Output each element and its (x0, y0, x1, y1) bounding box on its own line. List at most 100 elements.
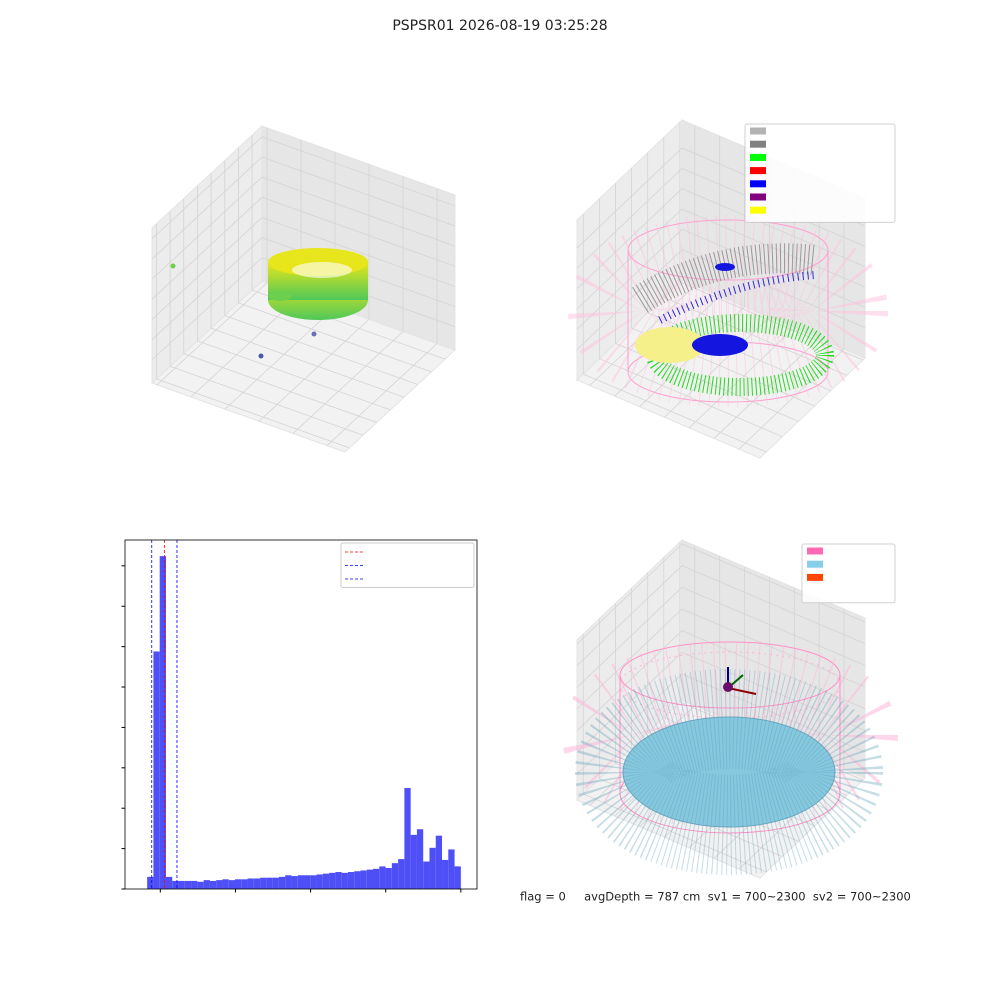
grid-line (681, 208, 866, 288)
legend-box (744, 123, 896, 223)
legend-swatch (807, 547, 823, 555)
grid-line (210, 327, 405, 398)
grid-line (681, 651, 866, 731)
symmetric-points (635, 327, 705, 363)
histogram-bar (216, 880, 223, 889)
histogram-bar (272, 877, 279, 889)
histogram-bar (285, 875, 292, 889)
grid-line (576, 168, 683, 269)
histogram-bar (366, 869, 374, 889)
rice-surface (646, 314, 834, 396)
histogram-bar (197, 881, 204, 889)
histogram-bar (172, 880, 179, 889)
grid-line (583, 793, 767, 873)
grid-line (261, 156, 456, 227)
plot-frame (124, 539, 478, 890)
histogram-bar (291, 876, 298, 889)
grid-line (197, 340, 391, 411)
histogram-bar (454, 866, 461, 889)
status-line: flag = 0 avgDepth = 787 cm sv1 = 700~230… (520, 890, 911, 904)
histogram-bar (304, 875, 311, 889)
rice-mesh (575, 669, 883, 875)
histogram-bar (147, 876, 154, 889)
grid-line (156, 378, 350, 449)
outlier (170, 263, 176, 269)
histogram-bar (379, 866, 386, 889)
grid-line (576, 652, 683, 753)
grid-line (151, 156, 263, 260)
grid-line (599, 358, 783, 438)
histogram-bar (404, 788, 411, 889)
grid-line (261, 136, 456, 207)
histogram-bar (266, 877, 273, 889)
rice-simulation (622, 716, 836, 828)
text-layer: PSPSR01 2026-08-19 03:25:28 flag = 0 avg… (392, 18, 911, 904)
histogram-bar (247, 878, 254, 889)
grid-line (681, 543, 866, 623)
noise (658, 271, 816, 324)
grid-line (238, 302, 432, 373)
histogram-bar (153, 651, 160, 889)
outlier (311, 331, 317, 337)
histogram-bar (322, 873, 330, 889)
grid-line (576, 249, 683, 350)
histogram-bar (423, 861, 430, 889)
grid-line (576, 673, 683, 775)
histogram-bar (391, 863, 399, 889)
inner-wall (632, 243, 817, 313)
histogram-bar (159, 556, 166, 889)
legend-swatch (807, 560, 823, 568)
grid-line (681, 673, 866, 753)
legend-swatch (750, 167, 766, 175)
histogram-bar (416, 829, 424, 889)
grid-line (169, 365, 364, 436)
center-marker (723, 682, 733, 692)
histogram-bar (360, 870, 367, 889)
histogram-bar (373, 868, 380, 889)
histogram-bar (341, 872, 348, 889)
legend-swatch (750, 127, 766, 135)
legend-swatch (750, 206, 766, 214)
histogram-bar (278, 876, 286, 889)
grid-line (681, 608, 866, 688)
grid-line (681, 586, 866, 666)
legend-swatch (750, 180, 766, 188)
grid-line (576, 188, 683, 289)
grid-line (576, 147, 683, 249)
simulation (562, 641, 898, 875)
grid-line (151, 257, 263, 361)
histogram-bar (165, 876, 173, 889)
histogram-bar (260, 877, 267, 889)
histogram-bar (398, 859, 405, 889)
grid-line (576, 543, 683, 645)
outlier (258, 353, 264, 359)
grid-line (151, 176, 263, 280)
grid-line (576, 587, 683, 688)
raw-point-cloud (170, 248, 368, 359)
grid-line (183, 353, 377, 423)
histogram-bar (410, 834, 417, 889)
grid-line (576, 565, 683, 666)
histogram-bar (228, 880, 235, 889)
grid-line (261, 196, 456, 267)
illustration-layer (170, 123, 898, 875)
legend-swatch (750, 140, 766, 148)
figure-title: PSPSR01 2026-08-19 03:25:28 (392, 18, 607, 34)
histogram-bar (241, 879, 248, 889)
grid-line (576, 630, 683, 731)
histogram-bar (329, 872, 336, 889)
grid-line (576, 208, 683, 310)
histogram-bar (335, 872, 342, 889)
histogram-bar (184, 880, 192, 889)
grid-line (261, 217, 456, 287)
histogram-bar (354, 871, 361, 889)
auger-arrow (727, 687, 757, 695)
histogram-bar (442, 859, 449, 889)
grid-line (576, 608, 683, 710)
histogram-bar (178, 880, 185, 889)
grid-line (151, 217, 263, 320)
cloud-patch (268, 291, 292, 301)
grid-line (713, 338, 820, 439)
grid-line (583, 373, 767, 453)
